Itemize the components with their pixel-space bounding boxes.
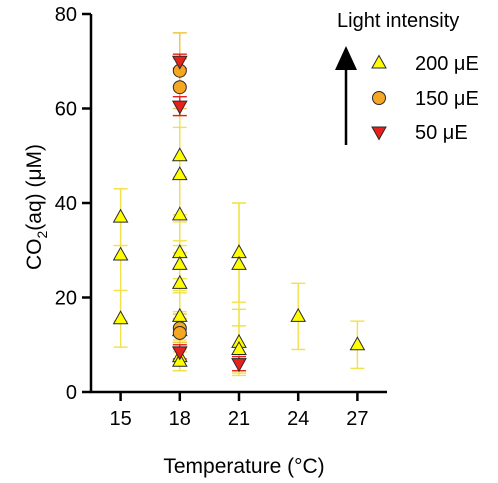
x-axis-title: Temperature (°C) (163, 455, 324, 478)
y-axis-title-rest: (aq) (μM) (23, 144, 46, 231)
data-point (290, 307, 307, 322)
x-tick-label: 15 (109, 408, 131, 430)
legend-marker (371, 126, 387, 141)
x-tick-label: 27 (346, 408, 368, 430)
data-point (349, 336, 366, 351)
y-axis-title: CO2(aq) (μM) (23, 144, 50, 270)
markers-layer (112, 55, 366, 373)
data-point (171, 255, 188, 270)
y-axis-title-main: CO (23, 239, 46, 271)
legend-title: Light intensity (337, 10, 459, 32)
data-point (172, 325, 187, 340)
x-ticks: 15 18 21 24 27 (109, 392, 369, 430)
data-point (112, 246, 129, 261)
legend-items: 200 μE 150 μE 50 μE (371, 53, 479, 144)
error-bars-layer (113, 32, 365, 377)
data-point (231, 340, 247, 355)
data-point (171, 100, 188, 115)
data-point (171, 244, 188, 259)
legend-label: 50 μE (415, 122, 468, 144)
legend-marker (372, 91, 386, 105)
data-point (231, 255, 247, 270)
data-point (112, 310, 129, 325)
data-point (171, 147, 188, 162)
data-point (231, 244, 247, 259)
data-point (171, 274, 188, 289)
legend-arrow-icon (335, 46, 357, 145)
y-tick-label: 20 (55, 288, 77, 310)
y-tick-label: 0 (66, 382, 77, 404)
legend-marker (371, 54, 387, 69)
x-tick-label: 18 (169, 408, 191, 430)
y-axis-title-sub: 2 (34, 231, 50, 239)
x-tick-label: 21 (228, 408, 250, 430)
data-point (171, 307, 188, 322)
y-tick-label: 40 (55, 193, 77, 215)
y-tick-label: 60 (55, 99, 77, 121)
legend-label: 150 μE (415, 88, 479, 110)
data-point (171, 206, 188, 221)
y-tick-label: 80 (55, 4, 77, 26)
data-point (171, 166, 188, 181)
data-point (171, 55, 188, 70)
data-point (171, 346, 188, 361)
data-point (112, 208, 129, 223)
y-ticks: 0 20 40 60 80 (55, 4, 91, 404)
legend: Light intensity 200 μE 150 μE 50 μE (335, 10, 479, 145)
data-point (231, 358, 247, 373)
legend-label: 200 μE (415, 53, 479, 75)
data-point (172, 80, 187, 95)
x-tick-label: 24 (287, 408, 309, 430)
